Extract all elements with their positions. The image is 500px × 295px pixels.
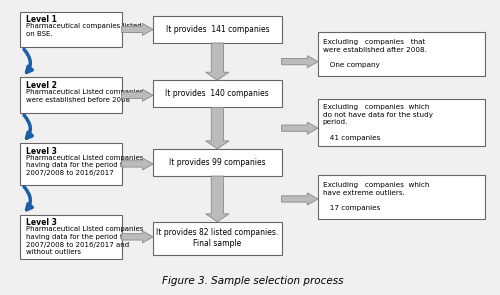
Text: It provides 82 listed companies.
Final sample: It provides 82 listed companies. Final s…	[156, 228, 278, 248]
Polygon shape	[122, 23, 153, 35]
Polygon shape	[206, 107, 229, 149]
Polygon shape	[206, 43, 229, 80]
Text: Pharmaceutical Listed companies
were established before 2008: Pharmaceutical Listed companies were est…	[26, 89, 143, 103]
FancyBboxPatch shape	[20, 215, 122, 259]
Text: Level 3: Level 3	[26, 218, 56, 227]
Text: Pharmaceutical Listed companies
having data for the period form
2007/2008 to 201: Pharmaceutical Listed companies having d…	[26, 226, 143, 255]
Polygon shape	[122, 89, 153, 101]
Text: It provides 99 companies: It provides 99 companies	[169, 158, 266, 167]
Text: It provides  141 companies: It provides 141 companies	[166, 25, 269, 34]
FancyBboxPatch shape	[153, 149, 282, 176]
FancyBboxPatch shape	[318, 32, 486, 76]
Text: It provides  140 companies: It provides 140 companies	[166, 89, 269, 98]
Text: Pharmaceutical companies listed
on BSE.: Pharmaceutical companies listed on BSE.	[26, 23, 141, 37]
FancyBboxPatch shape	[20, 143, 122, 185]
Polygon shape	[122, 231, 153, 243]
Polygon shape	[206, 176, 229, 222]
Text: Excluding   companies  which
have extreme outliers.

   17 companies: Excluding companies which have extreme o…	[323, 182, 429, 212]
FancyBboxPatch shape	[153, 222, 282, 255]
Text: Excluding   companies   that
were established after 2008.

   One company: Excluding companies that were establishe…	[323, 39, 426, 68]
Polygon shape	[282, 193, 318, 205]
Text: Figure 3. Sample selection process: Figure 3. Sample selection process	[162, 276, 343, 286]
Text: Excluding   companies  which
do not have data for the study
period.

   41 compa: Excluding companies which do not have da…	[323, 104, 433, 141]
FancyBboxPatch shape	[318, 175, 486, 219]
Text: Level 1: Level 1	[26, 15, 56, 24]
FancyBboxPatch shape	[20, 12, 122, 47]
Polygon shape	[282, 55, 318, 68]
Polygon shape	[122, 158, 153, 170]
FancyBboxPatch shape	[318, 99, 486, 146]
FancyBboxPatch shape	[153, 16, 282, 43]
Text: Level 3: Level 3	[26, 147, 56, 155]
FancyBboxPatch shape	[20, 77, 122, 113]
Text: Level 2: Level 2	[26, 81, 56, 90]
Polygon shape	[282, 122, 318, 134]
FancyBboxPatch shape	[153, 80, 282, 107]
Text: Pharmaceutical Listed companies
having data for the period form
2007/2008 to 201: Pharmaceutical Listed companies having d…	[26, 155, 143, 176]
